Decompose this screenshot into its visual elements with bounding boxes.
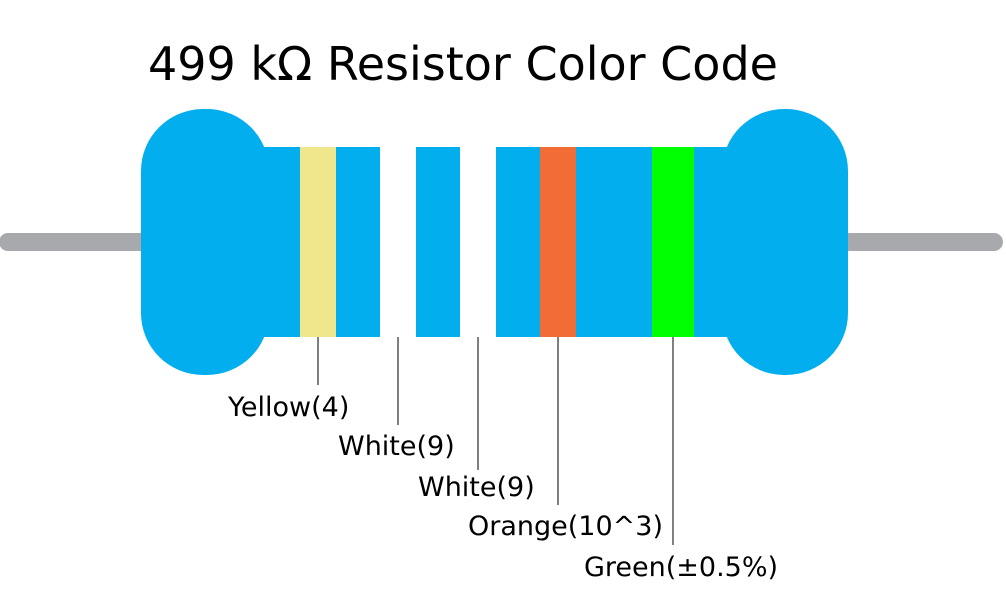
leader-lines (317, 337, 674, 545)
band-label-4: Orange(10^3) (468, 511, 663, 542)
color-bands (300, 147, 694, 337)
page-title: 499 kΩ Resistor Color Code (148, 37, 778, 91)
band-labels: Yellow(4) White(9) White(9) Orange(10^3) Gre… (227, 392, 778, 583)
band-label-1: Yellow(4) (227, 392, 349, 423)
color-band-5 (652, 147, 694, 337)
right-end-cap (722, 109, 848, 375)
color-band-1 (300, 147, 336, 337)
color-band-2 (380, 147, 416, 337)
color-band-3 (460, 147, 496, 337)
band-label-3: White(9) (418, 472, 535, 503)
band-label-5: Green(±0.5%) (584, 552, 778, 583)
color-band-4 (540, 147, 576, 337)
left-end-cap (141, 109, 269, 375)
band-label-2: White(9) (338, 431, 455, 462)
